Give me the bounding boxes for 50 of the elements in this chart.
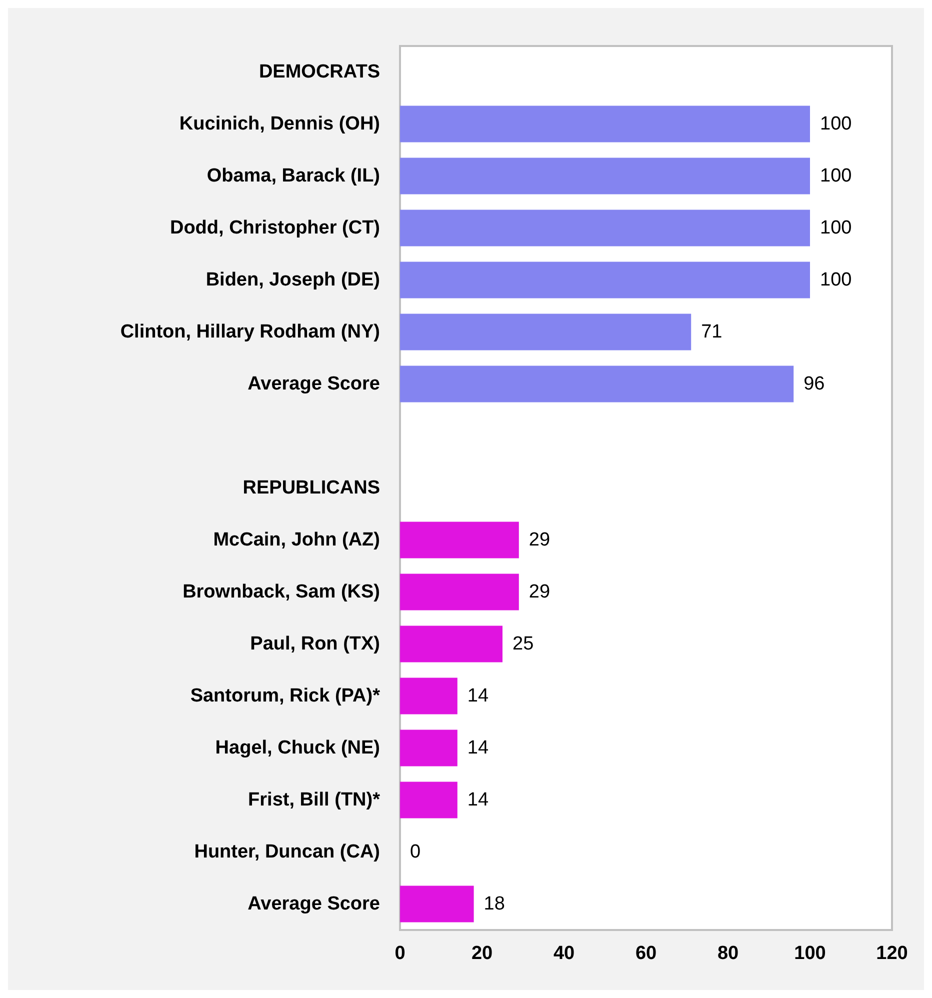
data-label: 100 <box>820 166 852 186</box>
y-tick-label: Hagel, Chuck (NE) <box>215 738 380 758</box>
data-label: 96 <box>804 374 825 394</box>
x-tick-label: 0 <box>394 943 406 964</box>
data-label: 0 <box>410 842 421 862</box>
data-label: 100 <box>820 114 852 134</box>
data-label: 29 <box>528 582 550 602</box>
bar <box>400 782 458 818</box>
x-tick-label: 40 <box>553 943 575 964</box>
y-tick-label: Average Score <box>248 894 380 914</box>
bar <box>400 626 502 662</box>
bar <box>400 106 810 142</box>
y-tick-label: Obama, Barack (IL) <box>206 166 380 186</box>
bar <box>400 314 692 350</box>
bar <box>400 574 519 610</box>
y-tick-label: DEMOCRATS <box>258 62 380 82</box>
y-tick-label: Frist, Bill (TN)* <box>248 790 381 810</box>
data-label: 14 <box>467 738 489 758</box>
bar <box>400 262 810 298</box>
bar <box>400 158 810 194</box>
bar <box>400 522 519 558</box>
y-tick-label: McCain, John (AZ) <box>213 530 380 550</box>
x-tick-label: 120 <box>876 943 908 964</box>
y-tick-label: Biden, Joseph (DE) <box>206 270 380 290</box>
bar <box>400 366 794 402</box>
data-label: 71 <box>701 322 722 342</box>
y-tick-label: Clinton, Hillary Rodham (NY) <box>120 322 380 342</box>
data-label: 100 <box>820 270 852 290</box>
x-tick-label: 80 <box>717 943 739 964</box>
bar <box>400 678 458 714</box>
y-tick-label: Dodd, Christopher (CT) <box>170 218 380 238</box>
y-tick-label: REPUBLICANS <box>242 478 380 498</box>
x-tick-label: 20 <box>471 943 493 964</box>
data-label: 18 <box>484 894 505 914</box>
data-label: 14 <box>467 686 489 706</box>
y-tick-label: Santorum, Rick (PA)* <box>190 686 381 706</box>
y-tick-label: Hunter, Duncan (CA) <box>194 842 380 862</box>
y-tick-label: Kucinich, Dennis (OH) <box>179 114 380 134</box>
y-tick-label: Paul, Ron (TX) <box>250 634 380 654</box>
data-label: 14 <box>467 790 489 810</box>
y-tick-label: Brownback, Sam (KS) <box>182 582 380 602</box>
data-label: 100 <box>820 218 852 238</box>
data-label: 25 <box>512 634 534 654</box>
x-tick-label: 60 <box>635 943 657 964</box>
bar <box>400 886 474 922</box>
y-tick-label: Average Score <box>248 374 380 394</box>
data-label: 29 <box>528 530 550 550</box>
x-tick-label: 100 <box>794 943 826 964</box>
bar <box>400 210 810 246</box>
bar <box>400 730 458 766</box>
